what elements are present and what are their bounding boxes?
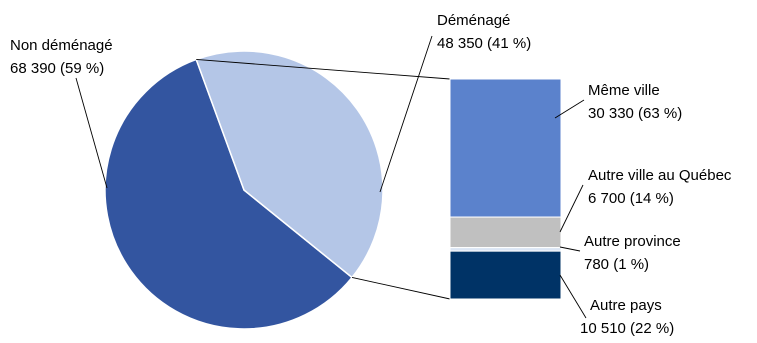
slice-value-demenage: 48 350 (41 %) [437,35,531,52]
breakdown-stacked-bar [449,78,562,300]
segment-value-autre-province: 780 (1 %) [584,256,649,273]
bar-segment-meme-ville [449,78,562,218]
segment-label-autre-ville-quebec: Autre ville au Québec [588,167,732,184]
leader-autre-province [559,246,581,252]
leader-autre-ville-quebec [559,184,584,233]
label-leader-lines [75,35,587,319]
pie-to-bar-connectors [196,59,451,300]
leader-non-demenage [75,77,108,189]
connector-bottom [351,277,451,300]
connector-top [196,59,451,80]
slice-label-demenage: Déménagé [437,12,510,29]
pie-slice-non-demenage [104,58,354,330]
bar-segment-autre-province [449,247,562,252]
slice-value-non-demenage: 68 390 (59 %) [10,60,104,77]
segment-value-meme-ville: 30 330 (63 %) [588,105,682,122]
leader-autre-pays [559,274,587,319]
segment-label-meme-ville: Même ville [588,82,660,99]
slice-label-non-demenage: Non déménagé [10,37,113,54]
pie-slice-demenage [195,50,384,279]
segment-label-autre-province: Autre province [584,233,681,250]
segment-value-autre-ville-quebec: 6 700 (14 %) [588,190,674,207]
bar-segment-autre-pays [449,250,562,300]
leader-demenage [379,35,433,193]
bar-segment-autre-ville-quebec [449,216,562,249]
segment-label-autre-pays: Autre pays [590,297,662,314]
leader-meme-ville [554,99,585,119]
pie [104,50,384,330]
segment-value-autre-pays: 10 510 (22 %) [580,320,674,337]
